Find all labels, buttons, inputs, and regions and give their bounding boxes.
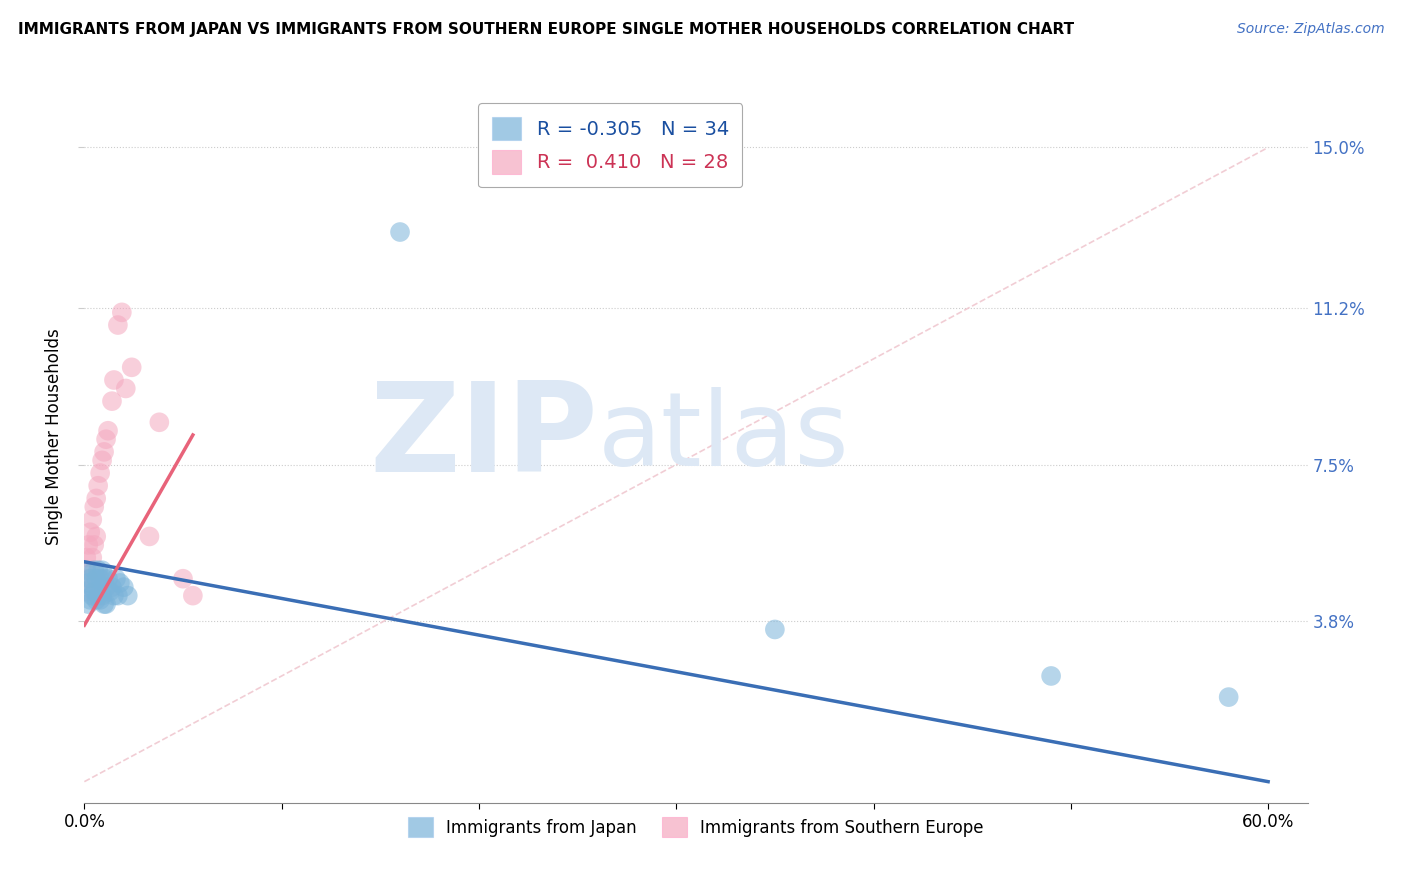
Point xyxy=(98,584,121,599)
Point xyxy=(87,563,110,577)
Point xyxy=(91,589,114,603)
Point xyxy=(117,589,139,603)
Point xyxy=(107,589,129,603)
Point xyxy=(148,415,170,429)
Legend: Immigrants from Japan, Immigrants from Southern Europe: Immigrants from Japan, Immigrants from S… xyxy=(399,809,993,846)
Point xyxy=(121,360,143,375)
Point xyxy=(107,318,129,332)
Point xyxy=(89,572,111,586)
Point xyxy=(101,580,124,594)
Point xyxy=(91,453,114,467)
Point xyxy=(82,589,104,603)
Point xyxy=(83,538,105,552)
Point xyxy=(82,580,104,594)
Text: Source: ZipAtlas.com: Source: ZipAtlas.com xyxy=(1237,22,1385,37)
Point xyxy=(181,589,204,603)
Point xyxy=(89,592,111,607)
Text: atlas: atlas xyxy=(598,386,849,488)
Point xyxy=(79,572,101,586)
Point xyxy=(101,394,124,409)
Point xyxy=(389,225,412,239)
Point xyxy=(103,373,125,387)
Point xyxy=(108,576,131,591)
Point xyxy=(94,597,117,611)
Point xyxy=(82,550,104,565)
Point xyxy=(84,572,107,586)
Point xyxy=(94,432,117,446)
Point xyxy=(87,479,110,493)
Point xyxy=(75,584,97,599)
Point xyxy=(83,563,105,577)
Point xyxy=(84,491,107,506)
Point xyxy=(77,576,100,591)
Point xyxy=(1040,669,1063,683)
Point xyxy=(112,580,135,594)
Point xyxy=(77,597,100,611)
Point xyxy=(763,623,786,637)
Point xyxy=(82,512,104,526)
Point xyxy=(83,500,105,514)
Text: ZIP: ZIP xyxy=(370,376,598,498)
Point xyxy=(172,572,194,586)
Point xyxy=(84,529,107,543)
Point xyxy=(75,550,97,565)
Point xyxy=(79,592,101,607)
Point xyxy=(97,572,120,586)
Point xyxy=(114,381,136,395)
Point xyxy=(79,525,101,540)
Point xyxy=(91,563,114,577)
Point xyxy=(93,445,115,459)
Point xyxy=(111,305,134,319)
Point xyxy=(94,580,117,594)
Y-axis label: Single Mother Households: Single Mother Households xyxy=(45,329,63,545)
Point xyxy=(1218,690,1240,705)
Text: IMMIGRANTS FROM JAPAN VS IMMIGRANTS FROM SOUTHERN EUROPE SINGLE MOTHER HOUSEHOLD: IMMIGRANTS FROM JAPAN VS IMMIGRANTS FROM… xyxy=(18,22,1074,37)
Point xyxy=(138,529,160,543)
Point xyxy=(77,572,100,586)
Point xyxy=(104,572,127,586)
Point xyxy=(89,466,111,480)
Point xyxy=(97,424,120,438)
Point xyxy=(93,597,115,611)
Point xyxy=(75,563,97,577)
Point xyxy=(77,538,100,552)
Point xyxy=(93,572,115,586)
Point xyxy=(79,563,101,577)
Point xyxy=(103,589,125,603)
Point xyxy=(84,592,107,607)
Point xyxy=(87,589,110,603)
Point xyxy=(83,584,105,599)
